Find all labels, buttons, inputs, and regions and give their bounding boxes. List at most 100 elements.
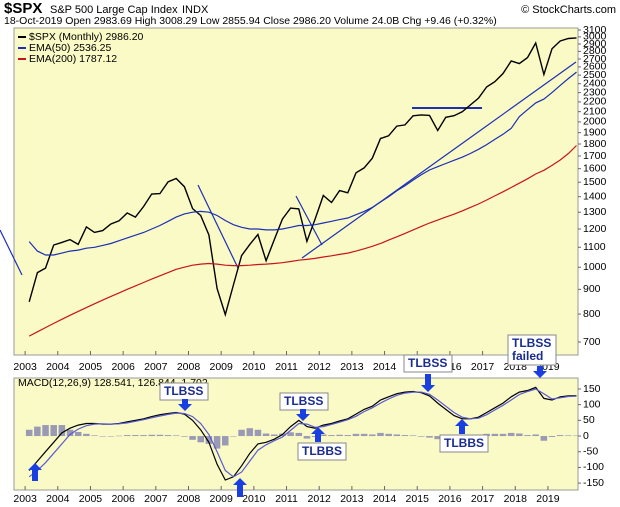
- histogram-bar: [548, 436, 556, 437]
- series-line: [28, 388, 577, 478]
- x-tick-label: 2007: [144, 493, 168, 505]
- x-tick-label: 2019: [536, 493, 560, 505]
- y-tick-label: 1300: [583, 206, 607, 218]
- y-tick-label: 1700: [583, 150, 607, 162]
- y-tick-label: 2600: [583, 61, 607, 73]
- histogram-bar: [230, 436, 237, 437]
- histogram-bar: [401, 435, 409, 437]
- histogram-bar: [360, 433, 368, 437]
- histogram-bar: [287, 432, 294, 437]
- histogram-bar: [34, 426, 41, 437]
- histogram-bar: [409, 435, 417, 437]
- x-tick-label: 2012: [308, 361, 332, 373]
- y-tick-label: 2700: [583, 53, 607, 65]
- y-tick-label: 3000: [583, 31, 607, 43]
- y-tick-label: 2900: [583, 38, 607, 50]
- arrow: [233, 478, 247, 497]
- y-tick-label: 150: [583, 383, 601, 395]
- histogram-bar: [148, 434, 155, 437]
- annotation-text: failed: [512, 349, 543, 363]
- y-tick-label: 1900: [583, 126, 607, 138]
- histogram-bar: [328, 435, 335, 437]
- annotation-text: TLBBS: [444, 436, 484, 450]
- arrow: [455, 419, 469, 434]
- x-tick-label: 2014: [373, 493, 397, 505]
- histogram-bar: [491, 433, 499, 437]
- annotation-box: [439, 434, 489, 453]
- annotation: TLBSS: [159, 382, 209, 401]
- trend-lines: [0, 61, 577, 276]
- histogram-bar: [213, 436, 221, 449]
- x-tick-label: 2008: [177, 493, 201, 505]
- x-tick-label: 2011: [275, 361, 298, 373]
- y-tick-label: 100: [583, 398, 601, 410]
- histogram-bar: [418, 436, 425, 437]
- exchange: INDX: [182, 4, 209, 16]
- y-tick-label: 1500: [583, 176, 607, 188]
- y-tick-label: 2800: [583, 45, 607, 57]
- series-line: [28, 145, 577, 337]
- y-tick-label: 50: [583, 414, 595, 426]
- histogram-bar: [516, 433, 523, 437]
- y-tick-label: 2100: [583, 105, 607, 117]
- histogram-bar: [74, 431, 82, 437]
- histogram-bar: [320, 434, 327, 437]
- symbol: $SPX: [4, 0, 42, 17]
- histogram-bar: [271, 434, 278, 437]
- y-tick-label: 2300: [583, 86, 607, 98]
- histogram-bar: [42, 425, 49, 437]
- y-tick-label: 2200: [583, 96, 607, 108]
- y-tick-label: -100: [583, 461, 604, 473]
- copyright: © StockCharts.com: [521, 4, 616, 16]
- x-tick-label: 2018: [504, 493, 528, 505]
- series-line: [28, 71, 577, 256]
- annotation-box: [403, 354, 453, 373]
- histogram-bar: [246, 428, 254, 437]
- x-tick-label: 2003: [13, 361, 37, 373]
- trend-line: [301, 61, 577, 259]
- histogram-bar: [303, 436, 311, 439]
- x-tick-label: 2004: [46, 361, 70, 373]
- arrow: [296, 409, 310, 421]
- histogram-bar: [115, 435, 123, 437]
- histogram-bar: [344, 435, 352, 437]
- y-tick-label: 2400: [583, 77, 607, 89]
- histogram-bar: [377, 432, 384, 437]
- histogram-bar: [434, 436, 441, 440]
- histogram-bar: [50, 425, 57, 437]
- y-tick-label: 800: [583, 308, 601, 320]
- histogram-bar: [556, 435, 564, 437]
- histogram-bar: [25, 429, 33, 437]
- y-tick-label: -50: [583, 446, 598, 458]
- y-tick-label: 700: [583, 336, 601, 348]
- x-tick-label: 2011: [275, 493, 298, 505]
- histogram-bar: [254, 429, 262, 437]
- histogram-bar: [58, 425, 66, 437]
- histogram-bar: [565, 435, 572, 437]
- annotation: TLBSS: [403, 354, 453, 373]
- arrow: [533, 366, 547, 378]
- arrow: [311, 427, 325, 442]
- y-tick-label: -150: [583, 477, 604, 489]
- legend-label: $SPX (Monthly) 2986.20: [29, 31, 144, 43]
- histogram-bar: [262, 433, 270, 437]
- price-panel: [13, 27, 579, 356]
- x-tick-label: 2017: [471, 361, 495, 373]
- annotation-text: TLBSS: [512, 336, 551, 350]
- plot: [28, 37, 577, 337]
- x-tick-label: 2003: [13, 493, 37, 505]
- annotation-text: TLBSS: [284, 394, 323, 408]
- annotation: TLBBS: [297, 442, 347, 461]
- histogram-bar: [132, 435, 139, 437]
- histogram-bar: [66, 429, 74, 437]
- x-tick-label: 2007: [144, 361, 168, 373]
- histogram-bar: [91, 435, 98, 437]
- histogram-bar: [393, 434, 401, 437]
- quote: 18-Oct-2019 Open 2983.69 High 3008.29 Lo…: [4, 15, 497, 27]
- histogram-bar: [369, 434, 376, 437]
- histogram-bar: [499, 433, 507, 437]
- arrow: [421, 374, 435, 392]
- histogram-bar: [164, 435, 172, 437]
- x-tick-label: 2015: [406, 493, 430, 505]
